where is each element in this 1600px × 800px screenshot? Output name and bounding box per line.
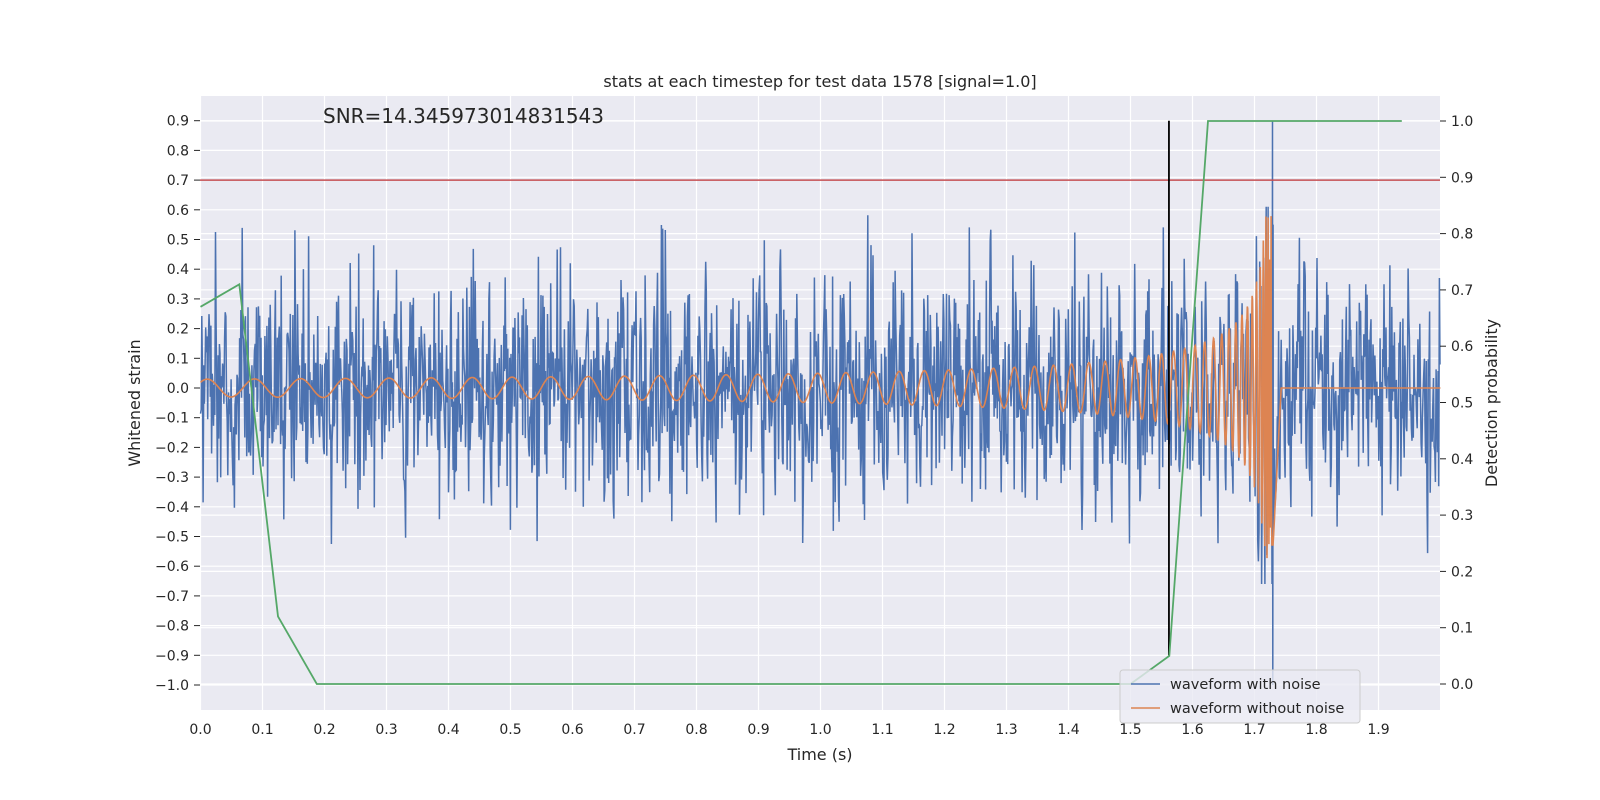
- x-tick-label: 1.3: [995, 722, 1017, 738]
- x-tick-label: 1.4: [1057, 722, 1079, 738]
- x-axis-label: Time (s): [786, 745, 852, 764]
- y-tick-label-left: 0.1: [167, 351, 189, 367]
- y-tick-label-right: 0.1: [1451, 621, 1473, 637]
- x-tick-label: 1.6: [1181, 722, 1203, 738]
- plot-area: [199, 120, 1441, 686]
- x-tick-label: 0.1: [251, 722, 273, 738]
- chart-title: stats at each timestep for test data 157…: [603, 72, 1036, 91]
- y-tick-label-left: 0.5: [167, 233, 189, 249]
- x-tick-label: 1.5: [1119, 722, 1141, 738]
- x-tick-label: 1.8: [1305, 722, 1327, 738]
- y-tick-label-right: 0.3: [1451, 508, 1473, 524]
- y-tick-label-right: 0.2: [1451, 564, 1473, 580]
- x-tick-label: 0.4: [437, 722, 459, 738]
- y-tick-label-left: 0.0: [167, 381, 189, 397]
- y-tick-label-right: 0.8: [1451, 227, 1473, 243]
- y-tick-label-left: −0.6: [155, 559, 189, 575]
- series-waveform-without-noise: [200, 216, 1441, 559]
- y-tick-label-left: −0.7: [155, 589, 189, 605]
- x-tick-label: 0.8: [685, 722, 707, 738]
- x-tick-label: 1.9: [1367, 722, 1389, 738]
- y-axis-label-right: Detection probability: [1482, 319, 1501, 487]
- y-tick-label-left: 0.6: [167, 203, 189, 219]
- x-tick-label: 0.6: [561, 722, 583, 738]
- y-tick-label-left: 0.2: [167, 322, 189, 338]
- x-tick-label: 0.9: [747, 722, 769, 738]
- y-tick-label-left: −0.3: [155, 470, 189, 486]
- x-tick-label: 0.5: [499, 722, 521, 738]
- x-tick-label: 0.7: [623, 722, 645, 738]
- x-tick-label: 0.0: [189, 722, 211, 738]
- y-tick-label-left: −0.8: [155, 619, 189, 635]
- x-tick-label: 0.2: [313, 722, 335, 738]
- y-tick-label-left: −0.4: [155, 500, 189, 516]
- y-tick-label-right: 1.0: [1451, 114, 1473, 130]
- legend-box: [1119, 669, 1361, 724]
- axis-ticks: 0.0 0.1 0.2 0.3 0.4 0.5 0.6 0.7 0.8 0.9 1.0 1.1 1.2 1…: [155, 114, 1473, 738]
- y-tick-label-left: 0.7: [167, 173, 189, 189]
- legend-label-noise: waveform with noise: [1170, 677, 1321, 693]
- y-tick-label-left: 0.9: [167, 114, 189, 130]
- x-tick-label: 1.1: [871, 722, 893, 738]
- y-tick-label-left: 0.8: [167, 143, 189, 159]
- legend: waveform with noise waveform without noi…: [1119, 669, 1361, 724]
- y-tick-label-left: −0.1: [155, 411, 189, 427]
- y-tick-label-left: 0.3: [167, 292, 189, 308]
- y-tick-label-right: 0.6: [1451, 339, 1473, 355]
- snr-annotation: SNR=14.345973014831543: [323, 104, 604, 128]
- y-tick-label-right: 0.0: [1451, 677, 1473, 693]
- x-tick-label: 1.0: [809, 722, 831, 738]
- y-tick-label-right: 0.4: [1451, 452, 1473, 468]
- y-tick-label-left: −1.0: [155, 678, 189, 694]
- x-tick-label: 1.7: [1243, 722, 1265, 738]
- y-tick-label-right: 0.5: [1451, 396, 1473, 412]
- legend-label-clean: waveform without noise: [1170, 701, 1344, 717]
- y-tick-label-left: −0.2: [155, 440, 189, 456]
- x-tick-label: 0.3: [375, 722, 397, 738]
- y-axis-label-left: Whitened strain: [125, 339, 144, 466]
- y-tick-label-right: 0.7: [1451, 283, 1473, 299]
- y-tick-label-left: 0.4: [167, 262, 189, 278]
- y-tick-label-left: −0.9: [155, 648, 189, 664]
- x-tick-label: 1.2: [933, 722, 955, 738]
- y-tick-label-right: 0.9: [1451, 170, 1473, 186]
- y-tick-label-left: −0.5: [155, 530, 189, 546]
